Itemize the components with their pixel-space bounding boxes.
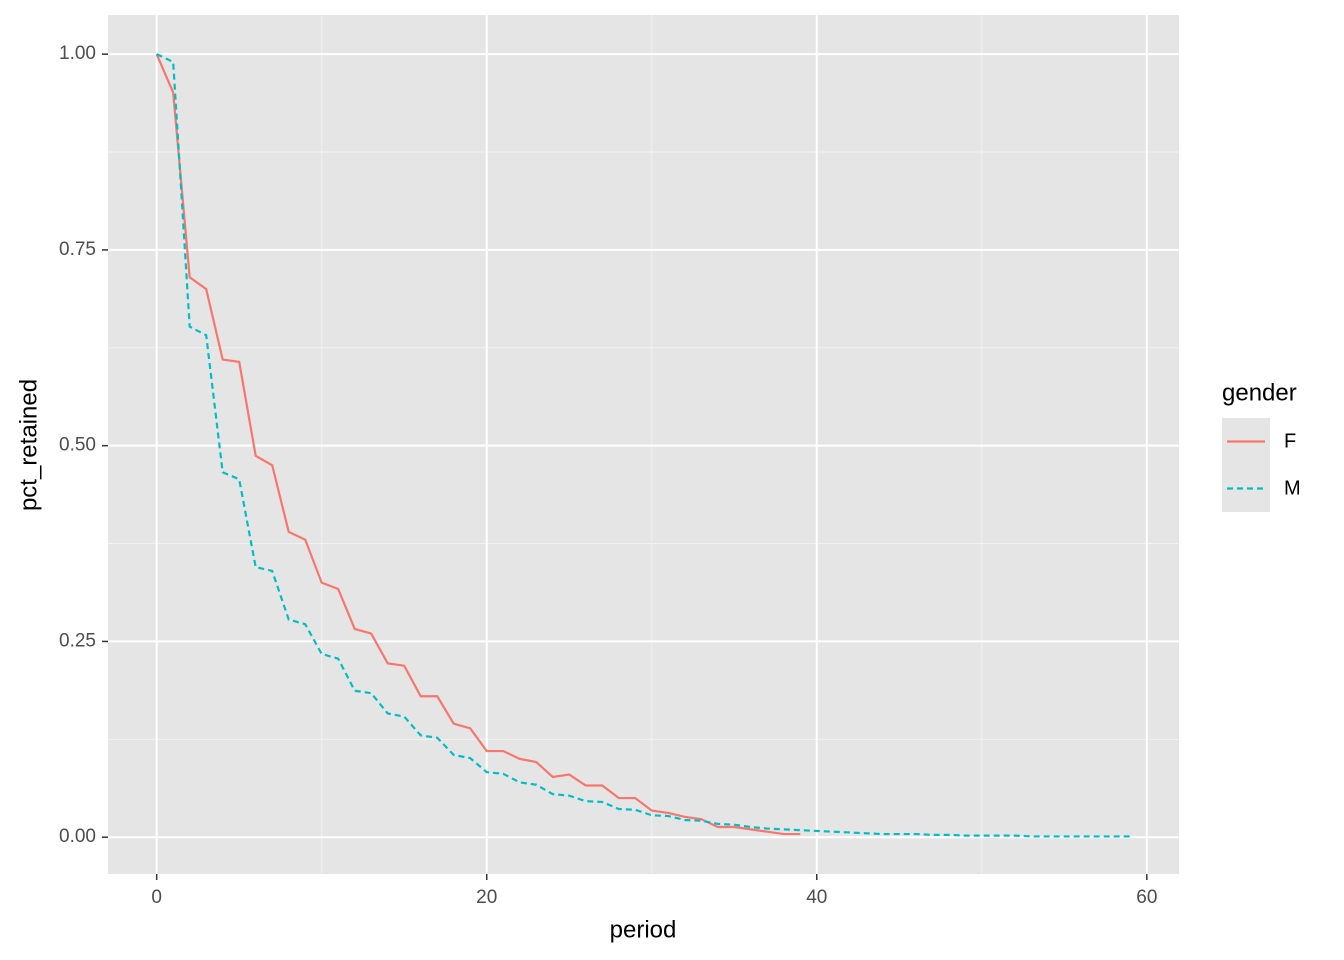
legend-label: M — [1284, 477, 1301, 499]
legend-title: gender — [1222, 379, 1297, 406]
panel — [108, 15, 1179, 874]
y-tick-label: 0.50 — [59, 435, 96, 456]
x-tick-label: 60 — [1136, 887, 1157, 908]
y-axis-label: pct_retained — [15, 379, 42, 511]
y-tick-label: 0.75 — [59, 239, 96, 260]
x-tick-label: 40 — [806, 887, 827, 908]
legend-label: F — [1284, 430, 1296, 452]
line — [156, 53, 1131, 838]
y-tick-label: 0.25 — [59, 630, 96, 651]
y-tick-label: 0.00 — [59, 826, 96, 847]
x-tick-label: 20 — [476, 887, 497, 908]
x-axis-label: period — [610, 916, 677, 943]
line — [155, 53, 801, 836]
y-tick-label: 1.00 — [59, 43, 96, 64]
x-tick-label: 0 — [151, 887, 162, 908]
